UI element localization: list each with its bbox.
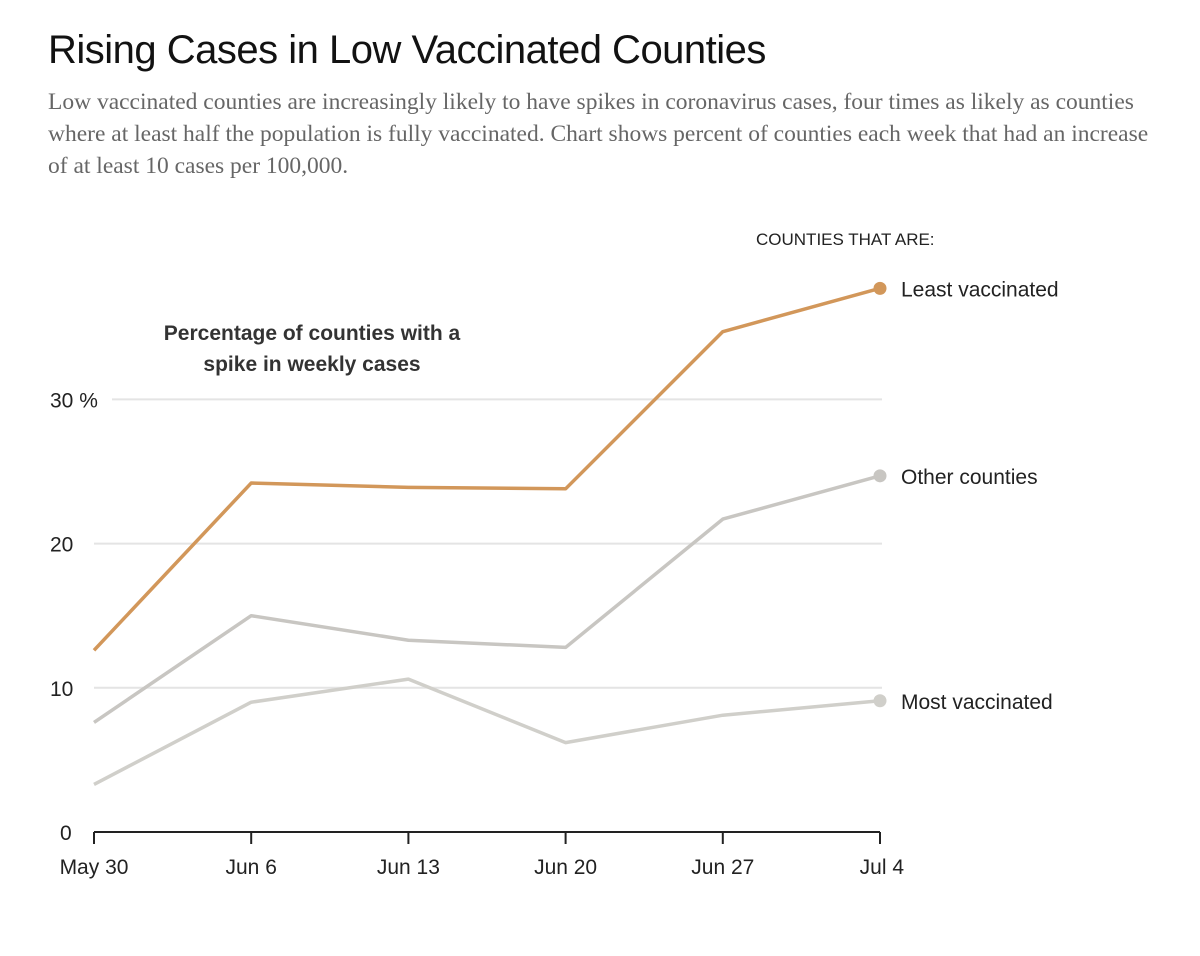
series-end-dot-least-vaccinated [873, 281, 887, 295]
chart-title: Rising Cases in Low Vaccinated Counties [48, 28, 766, 72]
legend-title: COUNTIES THAT ARE: [756, 230, 935, 249]
x-axis: May 30 Jun 6 Jun 13 Jun 20 Jun 27 Jul 4 [60, 831, 905, 879]
x-tick-label: Jun 20 [534, 856, 597, 879]
series-line-most-vaccinated [93, 677, 881, 786]
series-end-dot-other-counties [873, 469, 887, 483]
gridlines [94, 398, 882, 689]
series-label-most-vaccinated: Most vaccinated [901, 691, 1053, 714]
annotation-line-1: Percentage of counties with a [164, 322, 461, 345]
series-line-least-vaccinated [92, 286, 881, 652]
y-tick-label: 0 [60, 822, 72, 845]
series-end-dot-most-vaccinated [873, 694, 887, 708]
x-tick-label: Jun 13 [377, 856, 440, 879]
series-label-least-vaccinated: Least vaccinated [901, 278, 1059, 301]
x-tick-label: Jun 27 [691, 856, 754, 879]
chart-subtitle: Low vaccinated counties are increasingly… [48, 89, 1149, 179]
y-tick-label: 30 % [50, 389, 98, 412]
series-label-other-counties: Other counties [901, 466, 1038, 489]
x-tick-label: Jul 4 [860, 856, 905, 879]
series-lines: Most vaccinated Other counties Least vacci… [92, 278, 1059, 786]
x-tick-label: May 30 [60, 856, 129, 879]
y-tick-label: 10 [50, 678, 73, 701]
y-axis: 0 10 20 30 % [50, 389, 98, 845]
x-tick-label: Jun 6 [226, 856, 277, 879]
annotation-line-2: spike in weekly cases [203, 353, 420, 376]
series-line-other-counties [93, 474, 881, 724]
y-tick-label: 20 [50, 534, 73, 557]
